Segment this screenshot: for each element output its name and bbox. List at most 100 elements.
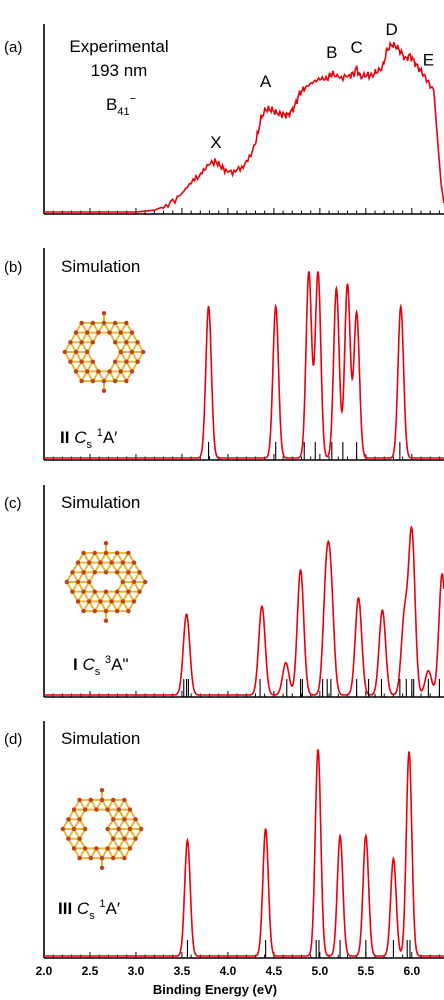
cluster-structure-icon <box>64 541 148 623</box>
state: A" <box>111 655 128 674</box>
panel-b-isomer-label: II Cs 1A′ <box>60 427 117 451</box>
atom <box>88 797 94 803</box>
atom <box>135 359 140 364</box>
symmetry: C <box>82 655 95 674</box>
atom <box>90 340 96 345</box>
atom <box>129 349 135 355</box>
atom <box>124 340 129 345</box>
atom <box>118 349 124 355</box>
atom <box>101 378 107 384</box>
panel-d-letter: (d) <box>4 731 22 748</box>
atom <box>68 340 73 345</box>
atom <box>81 608 86 614</box>
atom <box>99 865 105 870</box>
panel-d-simulation: (d) Simulation III Cs 1A′ <box>4 721 444 959</box>
atom <box>113 359 118 364</box>
atom <box>111 855 116 861</box>
atom <box>83 807 88 812</box>
atom <box>92 570 98 575</box>
atom <box>126 589 131 594</box>
panel-d-isomer-label: III Cs 1A′ <box>58 898 120 922</box>
atom <box>99 855 105 861</box>
x-tick-label: 6.0 <box>403 964 420 978</box>
panel-b-simulation: (b) Simulation II Cs 1A′ <box>4 248 444 461</box>
atom <box>122 797 127 803</box>
symmetry-sub: s <box>95 666 101 678</box>
species-main: B <box>106 95 117 114</box>
atom <box>77 817 82 822</box>
cluster-structure-icon <box>60 788 144 870</box>
atom <box>118 369 124 374</box>
atom <box>77 855 82 861</box>
peak-label: A <box>260 72 272 91</box>
atom <box>81 589 86 594</box>
atom <box>85 369 90 374</box>
atom <box>109 560 114 565</box>
panel-b-letter: (b) <box>4 259 22 276</box>
atom <box>107 330 112 335</box>
atom <box>75 599 81 604</box>
peak-label: B <box>326 43 337 62</box>
panel-c-isomer-label: I Cs 3A" <box>73 654 128 678</box>
x-tick-label: 5.5 <box>357 964 374 978</box>
atom <box>137 589 142 594</box>
atom <box>66 817 71 822</box>
atom <box>116 826 122 832</box>
atom <box>90 320 96 326</box>
atom <box>111 797 116 803</box>
atom <box>92 550 98 556</box>
x-tick-label: 2.5 <box>82 964 99 978</box>
atom <box>68 359 73 364</box>
atom <box>96 330 101 335</box>
atom <box>127 807 133 812</box>
atom <box>143 579 148 585</box>
atom <box>75 560 81 565</box>
atom <box>62 349 67 355</box>
isomer-number: II <box>60 428 69 447</box>
atom <box>85 349 90 355</box>
atom <box>131 599 137 604</box>
panel-c-letter: (c) <box>4 495 22 512</box>
atom <box>73 349 79 355</box>
atom <box>113 378 118 384</box>
x-tick-label: 3.0 <box>128 964 145 978</box>
peak-label: C <box>351 38 363 57</box>
atom <box>105 846 110 851</box>
atom <box>94 846 99 851</box>
atom <box>109 599 114 604</box>
peak-label: D <box>385 20 397 39</box>
state-sup: 1 <box>97 427 103 439</box>
atom <box>79 359 84 364</box>
atom <box>101 320 107 326</box>
atom <box>103 541 109 546</box>
atom <box>124 359 129 364</box>
atom <box>94 807 99 812</box>
atom <box>98 560 103 565</box>
species-sub: 41 <box>117 106 129 118</box>
peak-label: E <box>423 50 434 69</box>
atom <box>79 378 84 384</box>
atom <box>113 340 118 345</box>
atom <box>83 826 88 832</box>
panel-c-simulation: (c) Simulation I Cs 3A" <box>4 485 444 698</box>
atom <box>98 599 103 604</box>
atom <box>115 589 120 594</box>
atom <box>70 589 75 594</box>
panel-a-title: Experimental <box>69 37 168 56</box>
atom <box>126 570 131 575</box>
atom <box>101 388 107 393</box>
atom <box>75 579 81 585</box>
atom <box>120 599 126 604</box>
atom <box>133 817 138 822</box>
atom <box>141 349 146 355</box>
x-tick-label: 3.5 <box>174 964 191 978</box>
atom <box>115 608 120 614</box>
species-label: B41− <box>106 93 136 118</box>
atom <box>87 599 92 604</box>
atom <box>90 359 96 364</box>
spectrum-curve <box>44 271 444 459</box>
atom <box>120 579 126 585</box>
atom <box>77 797 82 803</box>
atom <box>79 320 84 326</box>
